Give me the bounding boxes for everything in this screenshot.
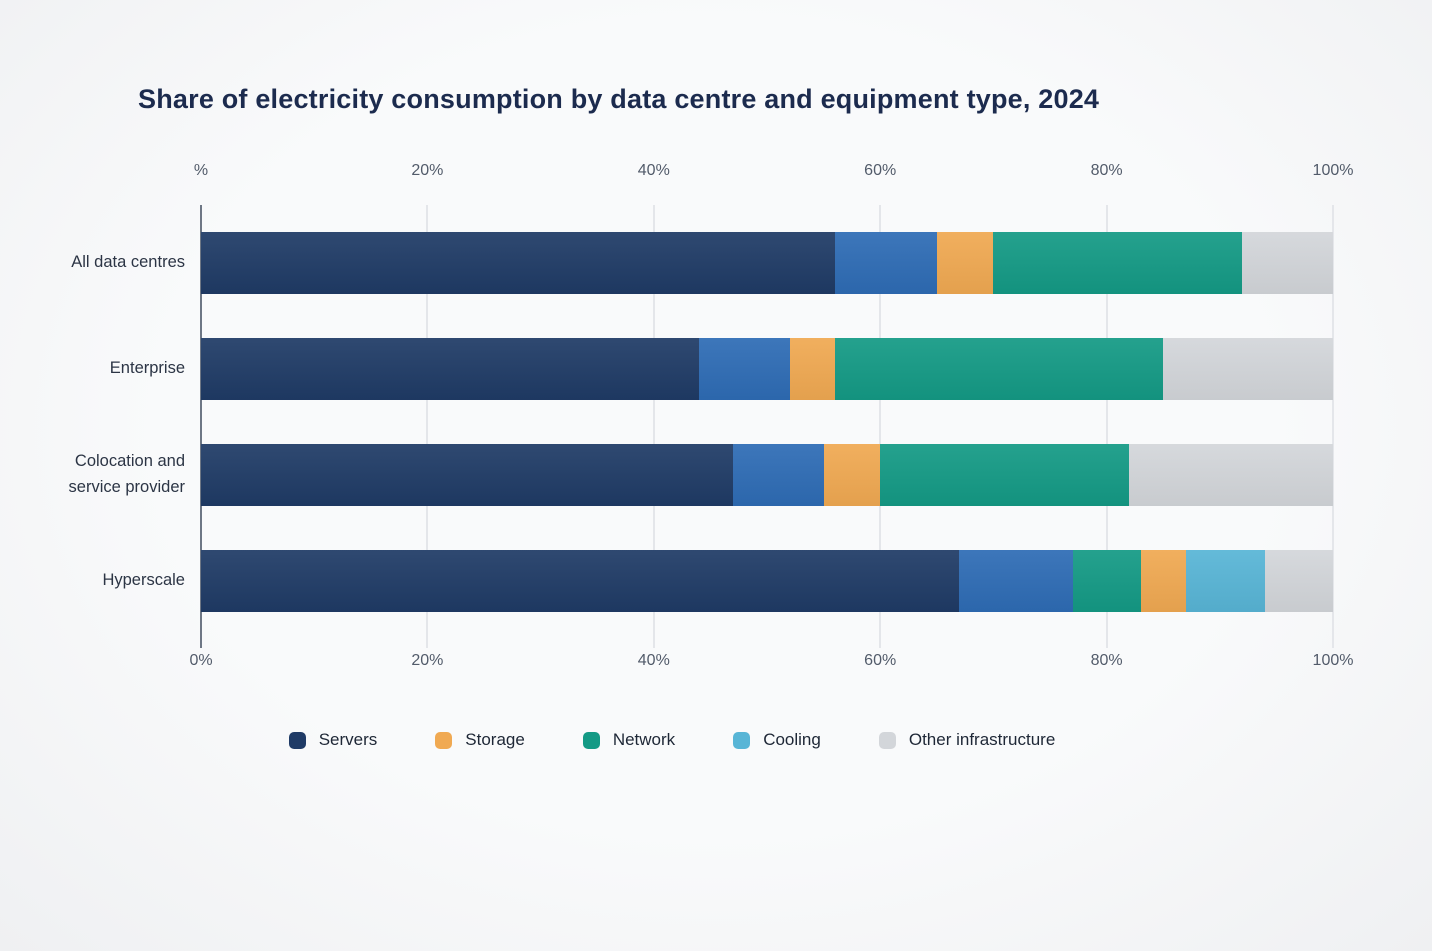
category-axis: All data centres Enterprise Colocation and… [0,0,185,951]
bar-segment-cooling [1185,550,1266,612]
bar-row [201,232,1333,294]
category-label-line: Hyperscale [102,571,185,590]
category-label-line: Enterprise [109,359,185,378]
bar-segment-other-infrastructure [1163,338,1333,400]
x-tick-label-top: 20% [411,162,444,179]
gridline [879,205,882,648]
legend-item-network[interactable]: Network [582,730,676,750]
bar-segment-storage [823,444,881,506]
bar-segment-cooling [699,338,790,400]
bar-segment-servers [201,338,700,400]
legend-swatch [435,731,453,749]
bar-segment-network [834,338,1164,400]
legend-label: Cooling [763,730,821,749]
legend-label: Servers [318,730,378,749]
bar-row [201,338,1333,400]
legend-swatch [733,731,751,749]
bar-row [201,444,1333,506]
legend-swatch [878,731,896,749]
x-tick-label-bottom: 0% [189,652,213,669]
gridline [1332,205,1334,648]
bar-segment-storage [936,232,994,294]
bar-segment-storage [1140,550,1186,612]
legend-item-storage[interactable]: Storage [435,730,525,750]
legend-swatch [288,731,306,749]
x-tick-label-bottom: 60% [864,652,897,669]
legend-label: Network [612,730,676,749]
legend: Servers Storage Network Cooling Other infras… [0,730,1344,750]
legend-item-other-infrastructure[interactable]: Other infrastructure [878,730,1056,750]
gridline [1105,205,1108,648]
category-label-line: Colocation and [74,452,185,471]
category-label: Colocation and service provider [20,451,185,499]
legend-label: Other infrastructure [908,730,1056,749]
bar-segment-servers [201,444,734,506]
bar-segment-servers [201,550,960,612]
category-label: Hyperscale [20,557,185,605]
bar-segment-network [993,232,1243,294]
x-tick-label-top: 60% [864,162,897,179]
plot-area [200,205,1334,648]
legend-swatch [582,731,600,749]
category-label-line: service provider [68,478,185,496]
x-tick-label-top: 100% [1312,162,1354,179]
bar-segment-cooling [834,232,937,294]
x-axis-bottom: 0% 20% 40% 60% 80% 100% [189,652,1353,674]
bar-row [201,550,1333,612]
x-tick-label-top: 80% [1090,162,1123,179]
category-label: All data centres [20,239,185,287]
category-label-line: All data centres [71,253,185,272]
x-tick-label-bottom: 80% [1090,652,1123,669]
category-label: Enterprise [20,345,185,393]
bar-segment-other-infrastructure [1265,550,1333,612]
x-tick-label-bottom: 20% [411,652,444,669]
gridline [652,205,655,648]
y-axis-line [200,205,202,648]
x-tick-label-top: % [193,162,209,179]
legend-label: Storage [465,730,525,749]
chart-title: Share of electricity consumption by data… [138,84,1100,114]
legend-item-servers[interactable]: Servers [288,730,378,750]
legend-item-cooling[interactable]: Cooling [733,730,821,750]
bar-segment-other-infrastructure [1242,232,1333,294]
x-axis-top: % 20% 40% 60% 80% 100% [194,162,1354,184]
bar-segment-network [880,444,1130,506]
bar-segment-storage [789,338,835,400]
gridline [426,205,429,648]
x-tick-label-top: 40% [637,162,670,179]
bar-segment-servers [201,232,835,294]
x-tick-label-bottom: 40% [637,652,670,669]
bar-segment-network [1072,550,1141,612]
x-tick-label-bottom: 100% [1312,652,1354,669]
bar-segment-cooling [733,444,824,506]
bar-segment-other-infrastructure [1129,444,1333,506]
bar-segment-cooling [959,550,1073,612]
